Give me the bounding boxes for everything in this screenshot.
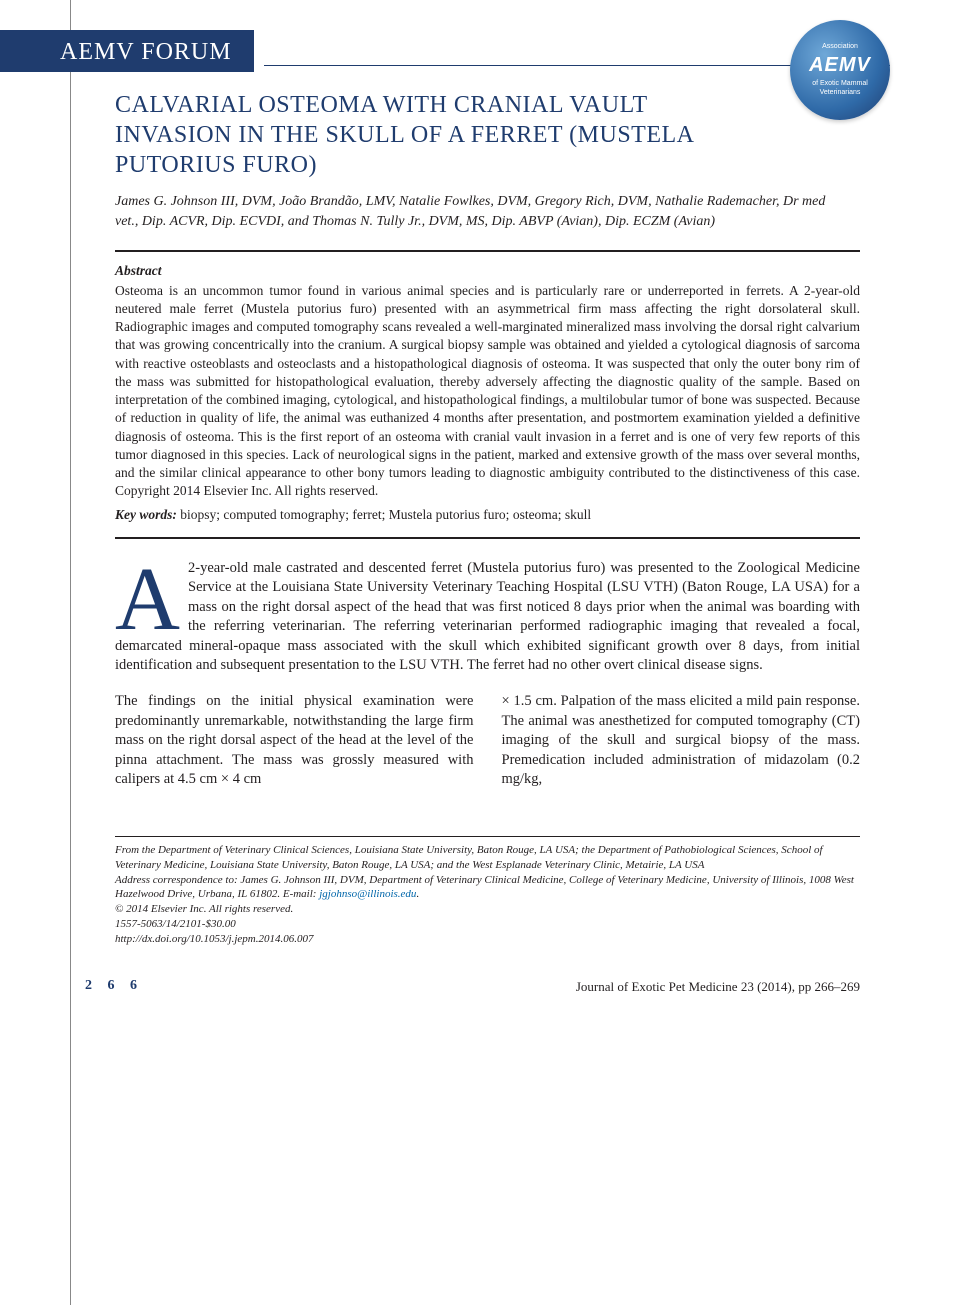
article-title: CALVARIAL OSTEOMA WITH CRANIAL VAULT INV… — [115, 90, 770, 180]
forum-badge: AEMV FORUM — [0, 30, 254, 72]
aemv-logo-circle: Association AEMV of Exotic Mammal Veteri… — [790, 20, 890, 120]
logo-top-text: Association — [822, 42, 858, 51]
rule-above-abstract — [115, 250, 860, 252]
keywords-text: biopsy; computed tomography; ferret; Mus… — [177, 507, 591, 522]
intro-paragraph: A 2-year-old male castrated and descente… — [115, 559, 860, 676]
body-columns: The findings on the initial physical exa… — [115, 692, 860, 790]
left-margin-rule — [70, 0, 71, 1305]
page-footer: 2 6 6 Journal of Exotic Pet Medicine 23 … — [85, 977, 860, 996]
correspondence-email-link[interactable]: jgjohnso@illinois.edu — [319, 888, 416, 900]
abstract-label: Abstract — [115, 262, 860, 280]
dropcap: A — [115, 565, 180, 635]
correspondence-prefix: Address correspondence to: James G. John… — [115, 874, 854, 901]
journal-reference: Journal of Exotic Pet Medicine 23 (2014)… — [576, 978, 860, 996]
keywords-label: Key words: — [115, 507, 177, 522]
logo-bottom-text-2: Veterinarians — [820, 88, 861, 97]
article-footer: From the Department of Veterinary Clinic… — [115, 836, 860, 947]
intro-text: 2-year-old male castrated and descented … — [115, 560, 860, 674]
section-header: AEMV FORUM Association AEMV of Exotic Ma… — [85, 30, 890, 72]
rule-below-abstract — [115, 537, 860, 539]
author-list: James G. Johnson III, DVM, João Brandão,… — [115, 192, 850, 231]
doi-line: http://dx.doi.org/10.1053/j.jepm.2014.06… — [115, 932, 860, 947]
logo-bottom-text-1: of Exotic Mammal — [812, 79, 868, 88]
body-column-right: × 1.5 cm. Palpation of the mass elicited… — [502, 692, 861, 790]
logo-acronym: AEMV — [809, 52, 871, 79]
affiliation-text: From the Department of Veterinary Clinic… — [115, 843, 860, 873]
abstract-text: Osteoma is an uncommon tumor found in va… — [115, 282, 860, 501]
keywords-line: Key words: biopsy; computed tomography; … — [115, 506, 860, 524]
correspondence-line: Address correspondence to: James G. John… — [115, 873, 860, 903]
issn-line: 1557-5063/14/2101-$30.00 — [115, 917, 860, 932]
correspondence-suffix: . — [416, 888, 419, 900]
copyright-line: © 2014 Elsevier Inc. All rights reserved… — [115, 902, 860, 917]
page-number: 2 6 6 — [85, 977, 143, 996]
body-column-left: The findings on the initial physical exa… — [115, 692, 474, 790]
abstract-block: Abstract Osteoma is an uncommon tumor fo… — [115, 262, 860, 501]
aemv-logo: Association AEMV of Exotic Mammal Veteri… — [790, 20, 890, 120]
